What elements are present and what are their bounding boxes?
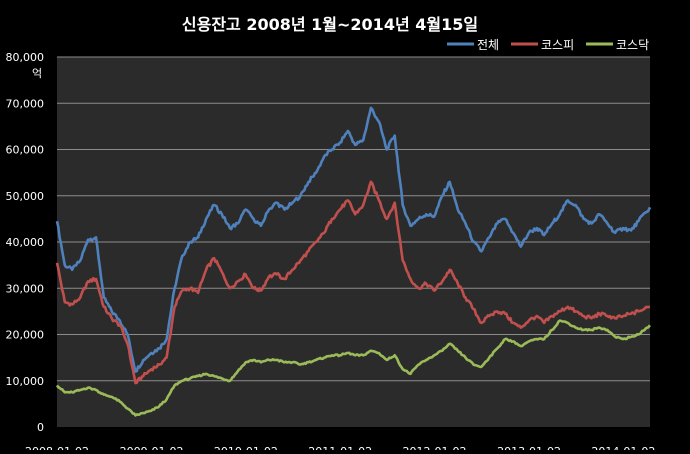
legend-label: 코스피: [541, 38, 574, 52]
y-tick-label: 30,000: [6, 282, 45, 295]
y-tick-label: 60,000: [6, 144, 45, 157]
legend-label: 전체: [477, 38, 499, 52]
x-tick-label: 2014-01-02: [591, 445, 655, 450]
x-tick-label: 2011-01-02: [308, 445, 372, 450]
x-tick-label: 2012-01-02: [403, 445, 467, 450]
chart-title: 신용잔고 2008년 1월~2014년 4월15일: [182, 15, 478, 34]
y-tick-label: 50,000: [6, 190, 45, 203]
y-axis-label: 억: [32, 67, 42, 80]
series-line: [55, 180, 651, 385]
y-tick-label: 20,000: [6, 329, 45, 342]
x-tick-label: 2009-01-02: [120, 445, 184, 450]
gridlines: [57, 56, 650, 382]
y-tick-label: 40,000: [6, 236, 45, 249]
series-line: [55, 106, 652, 373]
legend: 전체 코스피 코스닥: [447, 38, 649, 52]
y-axis-ticks: 0 10,000 20,000 30,000 40,000 50,000 60,000 70,…: [6, 51, 45, 434]
x-tick-label: 2013-01-02: [497, 445, 561, 450]
y-tick-label: 0: [37, 421, 44, 434]
legend-label: 코스닥: [616, 38, 649, 52]
series-lines: [55, 106, 652, 417]
x-tick-label: 2008-01-02: [25, 445, 89, 450]
y-tick-label: 10,000: [6, 375, 45, 388]
x-tick-label: 2010-01-02: [214, 445, 278, 450]
y-tick-label: 70,000: [6, 97, 45, 110]
y-tick-label: 80,000: [6, 51, 45, 64]
series-line: [55, 319, 651, 417]
x-axis-ticks: 2008-01-02 2009-01-02 2010-01-02 2011-01-02…: [25, 445, 655, 454]
